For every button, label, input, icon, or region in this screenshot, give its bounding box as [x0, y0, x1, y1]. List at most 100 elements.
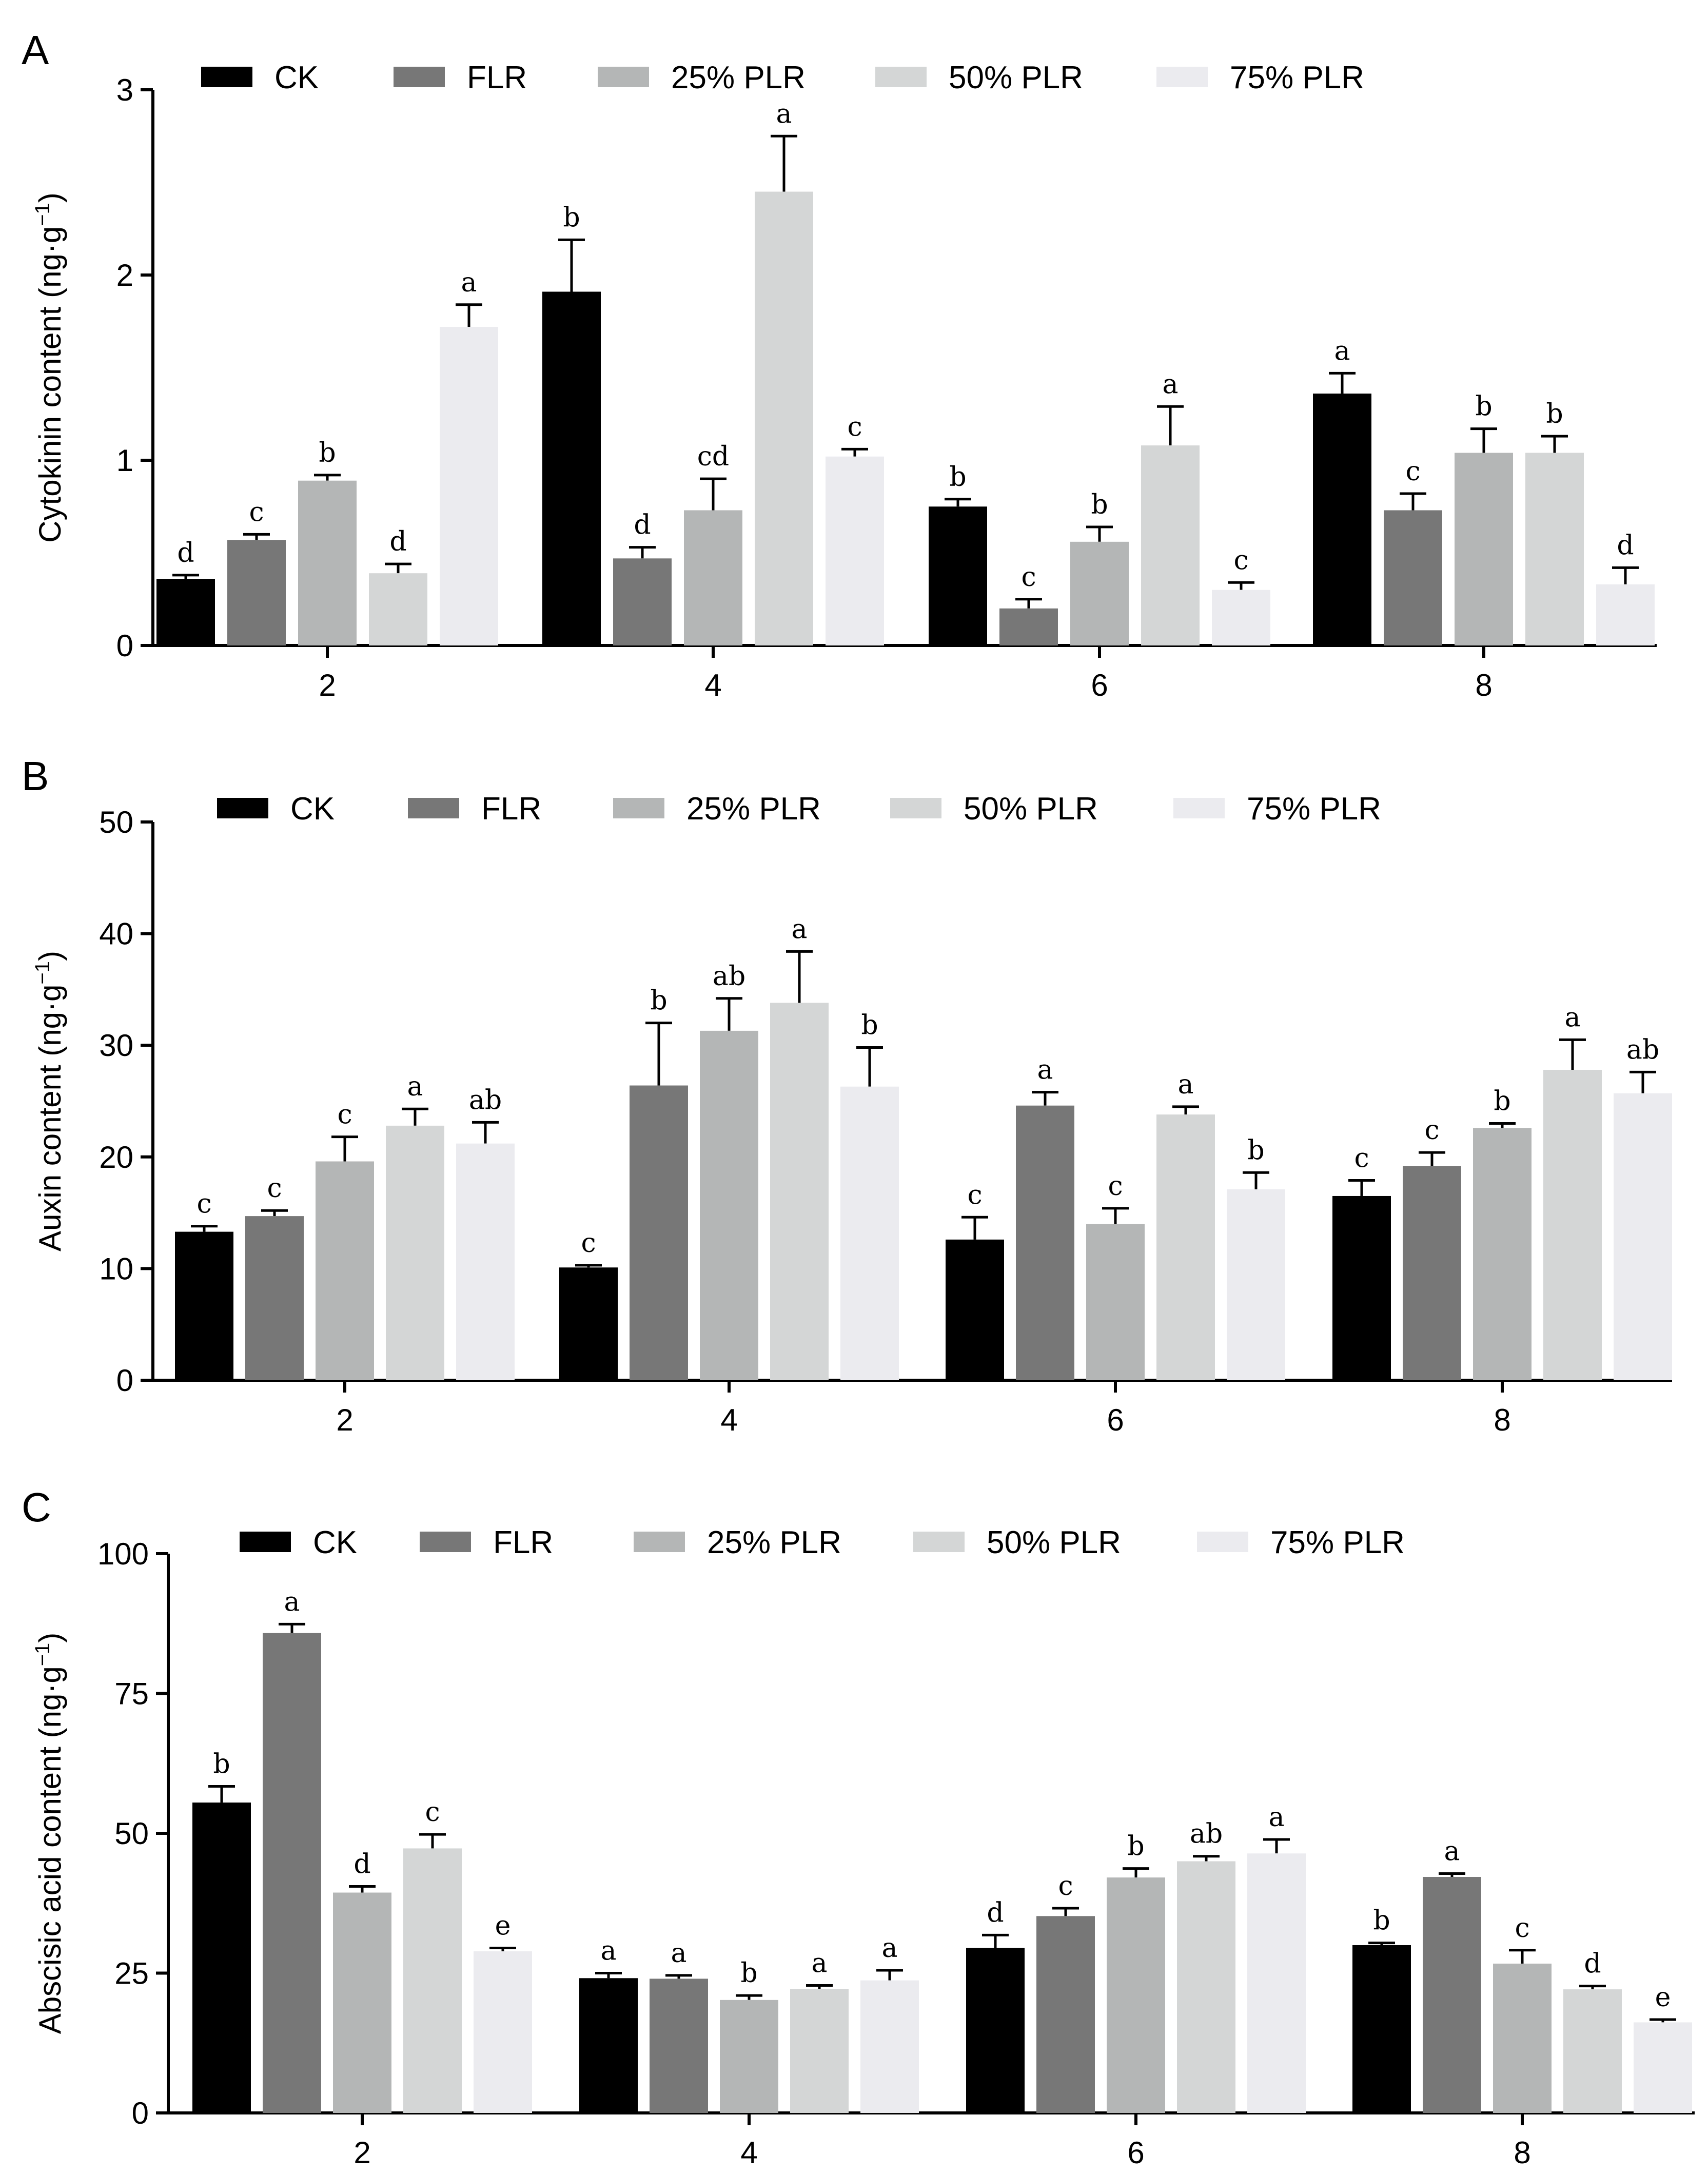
legend-swatch [1173, 798, 1225, 818]
significance-label: a [811, 1948, 827, 1979]
x-tick-label: 6 [1107, 1403, 1124, 1437]
significance-label: d [354, 1849, 370, 1880]
bar [1634, 2022, 1692, 2113]
x-tick-label: 6 [1091, 668, 1108, 702]
bar [192, 1803, 251, 2113]
y-axis-title: Abscisic acid content (ng·g−1) [31, 1633, 67, 2034]
bar [403, 1848, 462, 2113]
bar [1423, 1877, 1481, 2113]
significance-label: c [337, 1100, 352, 1130]
significance-label: d [987, 1897, 1004, 1928]
bar [156, 579, 215, 645]
significance-label: ab [1626, 1034, 1659, 1065]
significance-label: a [1334, 336, 1350, 366]
legend-label: 75% PLR [1270, 1525, 1405, 1560]
bar [1455, 453, 1513, 645]
bar [1563, 1989, 1622, 2113]
y-tick-label: 100 [97, 1537, 149, 1571]
significance-label: b [319, 438, 336, 468]
y-tick-label: 50 [114, 1816, 149, 1851]
y-tick-label: 50 [99, 805, 133, 839]
significance-label: b [213, 1749, 230, 1779]
significance-label: e [495, 1910, 511, 1941]
bar [1403, 1166, 1461, 1380]
legend-label: FLR [481, 791, 541, 827]
legend-label: 25% PLR [707, 1525, 841, 1560]
bar [1384, 510, 1442, 645]
y-axis-title: Cytokinin content (ng·g−1) [31, 192, 67, 543]
significance-label: b [1127, 1831, 1144, 1862]
significance-label: c [1354, 1143, 1369, 1173]
bar [1086, 1224, 1145, 1380]
bar [1141, 445, 1200, 645]
significance-label: b [650, 986, 667, 1016]
significance-label: c [267, 1173, 282, 1204]
bar [1352, 1945, 1411, 2113]
bar [1473, 1128, 1532, 1380]
bar [1543, 1070, 1602, 1380]
bar [840, 1086, 899, 1380]
bar [630, 1085, 688, 1380]
significance-label: b [1546, 399, 1563, 429]
significance-label: b [1475, 391, 1492, 422]
x-tick-label: 8 [1514, 2136, 1530, 2170]
bar [559, 1267, 618, 1380]
significance-label: a [284, 1587, 300, 1617]
legend-label: 25% PLR [671, 60, 806, 95]
y-tick-label: 0 [132, 2096, 149, 2130]
legend-label: FLR [467, 60, 527, 95]
bar [1332, 1196, 1391, 1380]
legend-swatch [1197, 1532, 1248, 1552]
legend-swatch [394, 67, 445, 87]
bar [1107, 1877, 1165, 2113]
significance-label: b [1091, 489, 1108, 520]
significance-label: c [249, 497, 264, 527]
y-tick-label: 1 [116, 443, 133, 478]
legend-swatch [408, 798, 459, 818]
y-tick-label: 40 [99, 917, 133, 951]
x-tick-label: 8 [1475, 668, 1492, 702]
significance-label: c [1515, 1913, 1529, 1944]
legend-label: 50% PLR [964, 791, 1098, 827]
legend-label: CK [290, 791, 335, 827]
legend-label: 25% PLR [686, 791, 821, 827]
significance-label: a [881, 1933, 897, 1964]
legend-swatch [240, 1532, 291, 1552]
y-tick-label: 20 [99, 1140, 133, 1174]
bar [860, 1980, 919, 2113]
significance-label: a [1162, 369, 1178, 400]
bar [720, 2000, 778, 2113]
legend-label: FLR [493, 1525, 553, 1560]
panel-a: A 0 1 2 3 Cytokinin content (ng·g−1) d c b d a 2 b d c… [22, 27, 1657, 702]
bar [1016, 1105, 1074, 1380]
x-tick-label: 4 [704, 668, 721, 702]
bar [966, 1948, 1025, 2113]
y-tick-label: 75 [114, 1677, 149, 1711]
legend-label: CK [313, 1525, 357, 1560]
x-tick-label: 4 [740, 2136, 757, 2170]
legend-swatch [875, 67, 927, 87]
bar [245, 1216, 304, 1380]
bar [298, 480, 357, 645]
legend-swatch [913, 1532, 965, 1552]
significance-label: c [1058, 1871, 1073, 1902]
significance-label: a [407, 1071, 423, 1102]
significance-label: a [776, 99, 792, 129]
significance-label: b [861, 1010, 878, 1041]
bar [1227, 1189, 1285, 1380]
legend-label: 75% PLR [1230, 60, 1364, 95]
significance-label: a [461, 267, 477, 298]
significance-label: b [1247, 1135, 1264, 1166]
significance-label: d [389, 526, 406, 557]
significance-label: c [847, 412, 862, 442]
significance-label: c [967, 1180, 982, 1210]
significance-label: c [581, 1228, 596, 1259]
significance-label: ab [469, 1085, 502, 1115]
bar [263, 1633, 321, 2113]
significance-label: c [1233, 545, 1248, 576]
bar [474, 1951, 532, 2113]
bar [1596, 584, 1655, 645]
bar [227, 540, 286, 645]
significance-label: ab [713, 961, 745, 992]
